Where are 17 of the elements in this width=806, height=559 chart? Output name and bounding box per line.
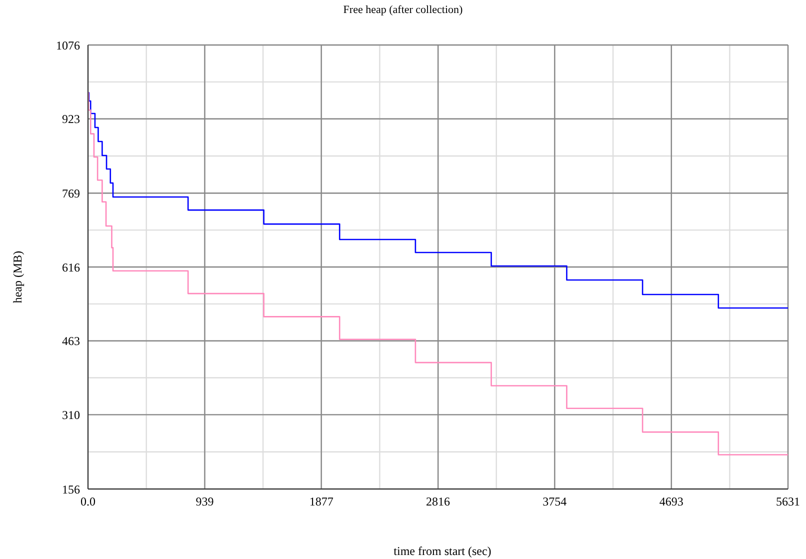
y-tick-label: 463 [62, 334, 80, 348]
y-axis-title: heap (MB) [10, 250, 26, 304]
y-tick-label: 1076 [56, 38, 80, 52]
y-tick-label: 769 [62, 186, 80, 200]
y-tick-label: 923 [62, 112, 80, 126]
x-tick-label: 4693 [659, 494, 684, 509]
x-tick-label: 939 [196, 494, 214, 509]
x-tick-label: 1877 [309, 494, 334, 509]
chart-title: Free heap (after collection) [342, 4, 464, 16]
y-tick-label: 156 [62, 482, 80, 496]
x-tick-label: 5631 [776, 494, 800, 509]
x-axis-title: time from start (sec) [392, 544, 492, 559]
x-tick-label: 0.0 [80, 494, 96, 509]
x-tick-label: 3754 [542, 494, 567, 509]
y-tick-label: 310 [62, 408, 80, 422]
y-tick-label: 616 [62, 260, 80, 274]
x-tick-label: 2816 [426, 494, 450, 509]
